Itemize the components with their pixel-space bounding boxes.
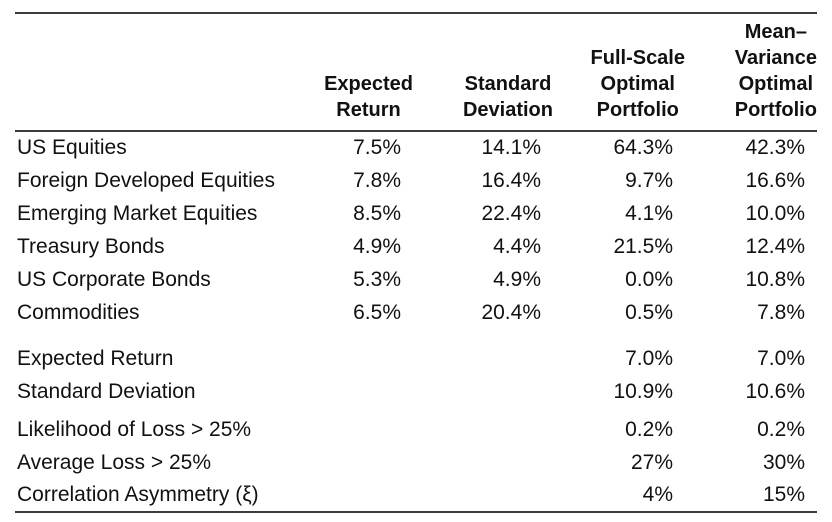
cell-standard-deviation	[413, 413, 553, 446]
row-label: Commodities	[17, 300, 140, 324]
table-row-commodities: Commodities 6.5% 20.4% 0.5% 7.8%	[15, 296, 817, 329]
cell-full-scale: 7.0%	[625, 346, 673, 370]
cell-standard-deviation: 4.9%	[493, 267, 541, 291]
column-header-full-scale-optimal-portfolio: Full-Scale Optimal Portfolio	[553, 13, 685, 131]
cell-mean-variance: 7.8%	[757, 300, 805, 324]
row-label: Expected Return	[17, 346, 174, 370]
header-line: Portfolio	[596, 99, 679, 121]
table-header: Expected Return Standard Deviation Full-…	[15, 13, 817, 131]
cell-full-scale: 9.7%	[625, 168, 673, 192]
cell-standard-deviation: 20.4%	[481, 300, 541, 324]
table-row-foreign-developed-equities: Foreign Developed Equities 7.8% 16.4% 9.…	[15, 164, 817, 197]
cell-standard-deviation: 22.4%	[481, 201, 541, 225]
cell-full-scale: 0.5%	[625, 300, 673, 324]
column-header-lines: Expected Return	[324, 71, 413, 123]
cell-mean-variance: 15%	[685, 479, 817, 513]
portfolio-comparison-table: Expected Return Standard Deviation Full-…	[15, 12, 817, 513]
row-label: Likelihood of Loss > 25%	[17, 417, 252, 441]
table-row-expected-return: Expected Return 7.0% 7.0%	[15, 342, 817, 375]
row-label: Average Loss > 25%	[17, 450, 211, 474]
table-body: US Equities 7.5% 14.1% 64.3% 42.3% Forei…	[15, 131, 817, 513]
cell-expected-return: 5.3%	[353, 267, 401, 291]
table-row-average-loss: Average Loss > 25% 27% 30%	[15, 446, 817, 479]
row-label: Emerging Market Equities	[17, 201, 258, 225]
row-label: Foreign Developed Equities	[17, 168, 275, 192]
section-gap	[15, 329, 817, 342]
cell-full-scale: 27%	[630, 450, 673, 474]
cell-expected-return: 7.8%	[353, 168, 401, 192]
header-line: Optimal	[600, 73, 675, 95]
cell-expected-return	[307, 446, 413, 479]
table-row-treasury-bonds: Treasury Bonds 4.9% 4.4% 21.5% 12.4%	[15, 230, 817, 263]
corner-header-cell	[15, 13, 307, 131]
row-label: Correlation Asymmetry (ξ)	[15, 479, 307, 513]
column-header-expected-return: Expected Return	[307, 13, 413, 131]
header-line: Return	[336, 99, 401, 121]
cell-full-scale: 0.2%	[625, 417, 673, 441]
cell-mean-variance: 10.6%	[745, 379, 805, 403]
header-line: Mean–	[744, 21, 807, 43]
row-label: Treasury Bonds	[17, 234, 165, 258]
header-line: Deviation	[462, 99, 553, 121]
cell-standard-deviation	[413, 479, 553, 513]
header-line: Full-Scale	[590, 47, 685, 69]
header-line: Standard	[464, 73, 552, 95]
table-row-correlation-asymmetry: Correlation Asymmetry (ξ) 4% 15%	[15, 479, 817, 513]
cell-mean-variance: 16.6%	[745, 168, 805, 192]
header-row: Expected Return Standard Deviation Full-…	[15, 13, 817, 131]
cell-full-scale: 64.3%	[613, 136, 673, 159]
table-row-us-corporate-bonds: US Corporate Bonds 5.3% 4.9% 0.0% 10.8%	[15, 263, 817, 296]
cell-mean-variance: 7.0%	[757, 346, 805, 370]
row-label: US Equities	[17, 136, 127, 159]
column-header-lines: Standard Deviation	[463, 71, 553, 123]
table-row-standard-deviation: Standard Deviation 10.9% 10.6%	[15, 375, 817, 408]
row-label: US Corporate Bonds	[17, 267, 211, 291]
cell-expected-return	[307, 479, 413, 513]
cell-expected-return: 4.9%	[353, 234, 401, 258]
header-line: Expected	[324, 73, 413, 95]
table-row-us-equities: US Equities 7.5% 14.1% 64.3% 42.3%	[15, 131, 817, 164]
cell-mean-variance: 12.4%	[745, 234, 805, 258]
portfolio-comparison-table-wrap: Expected Return Standard Deviation Full-…	[15, 12, 817, 513]
table-row-emerging-market-equities: Emerging Market Equities 8.5% 22.4% 4.1%…	[15, 197, 817, 230]
cell-expected-return: 7.5%	[353, 136, 401, 159]
cell-expected-return	[307, 342, 413, 375]
cell-full-scale: 21.5%	[613, 234, 673, 258]
cell-standard-deviation	[413, 446, 553, 479]
row-label: Standard Deviation	[17, 379, 196, 403]
cell-expected-return	[307, 413, 413, 446]
cell-full-scale: 4.1%	[625, 201, 673, 225]
cell-mean-variance: 42.3%	[745, 136, 805, 159]
column-header-lines: Mean– Variance Optimal Portfolio	[735, 19, 817, 123]
cell-standard-deviation: 14.1%	[481, 136, 541, 159]
header-line: Portfolio	[734, 99, 817, 121]
cell-standard-deviation: 4.4%	[493, 234, 541, 258]
cell-mean-variance: 0.2%	[757, 417, 805, 441]
cell-standard-deviation	[413, 375, 553, 408]
column-header-lines: Full-Scale Optimal Portfolio	[591, 45, 685, 123]
cell-full-scale: 10.9%	[613, 379, 673, 403]
cell-full-scale: 0.0%	[625, 267, 673, 291]
column-header-mean-variance-optimal-portfolio: Mean– Variance Optimal Portfolio	[685, 13, 817, 131]
cell-standard-deviation	[413, 342, 553, 375]
cell-full-scale: 4%	[553, 479, 685, 513]
table-row-likelihood-of-loss: Likelihood of Loss > 25% 0.2% 0.2%	[15, 413, 817, 446]
header-line: Optimal	[738, 73, 814, 95]
cell-mean-variance: 10.8%	[745, 267, 805, 291]
cell-expected-return: 6.5%	[353, 300, 401, 324]
cell-mean-variance: 10.0%	[745, 201, 805, 225]
cell-mean-variance: 30%	[762, 450, 805, 474]
header-line: Variance	[734, 47, 817, 69]
cell-expected-return	[307, 375, 413, 408]
cell-expected-return: 8.5%	[353, 201, 401, 225]
column-header-standard-deviation: Standard Deviation	[413, 13, 553, 131]
cell-standard-deviation: 16.4%	[481, 168, 541, 192]
